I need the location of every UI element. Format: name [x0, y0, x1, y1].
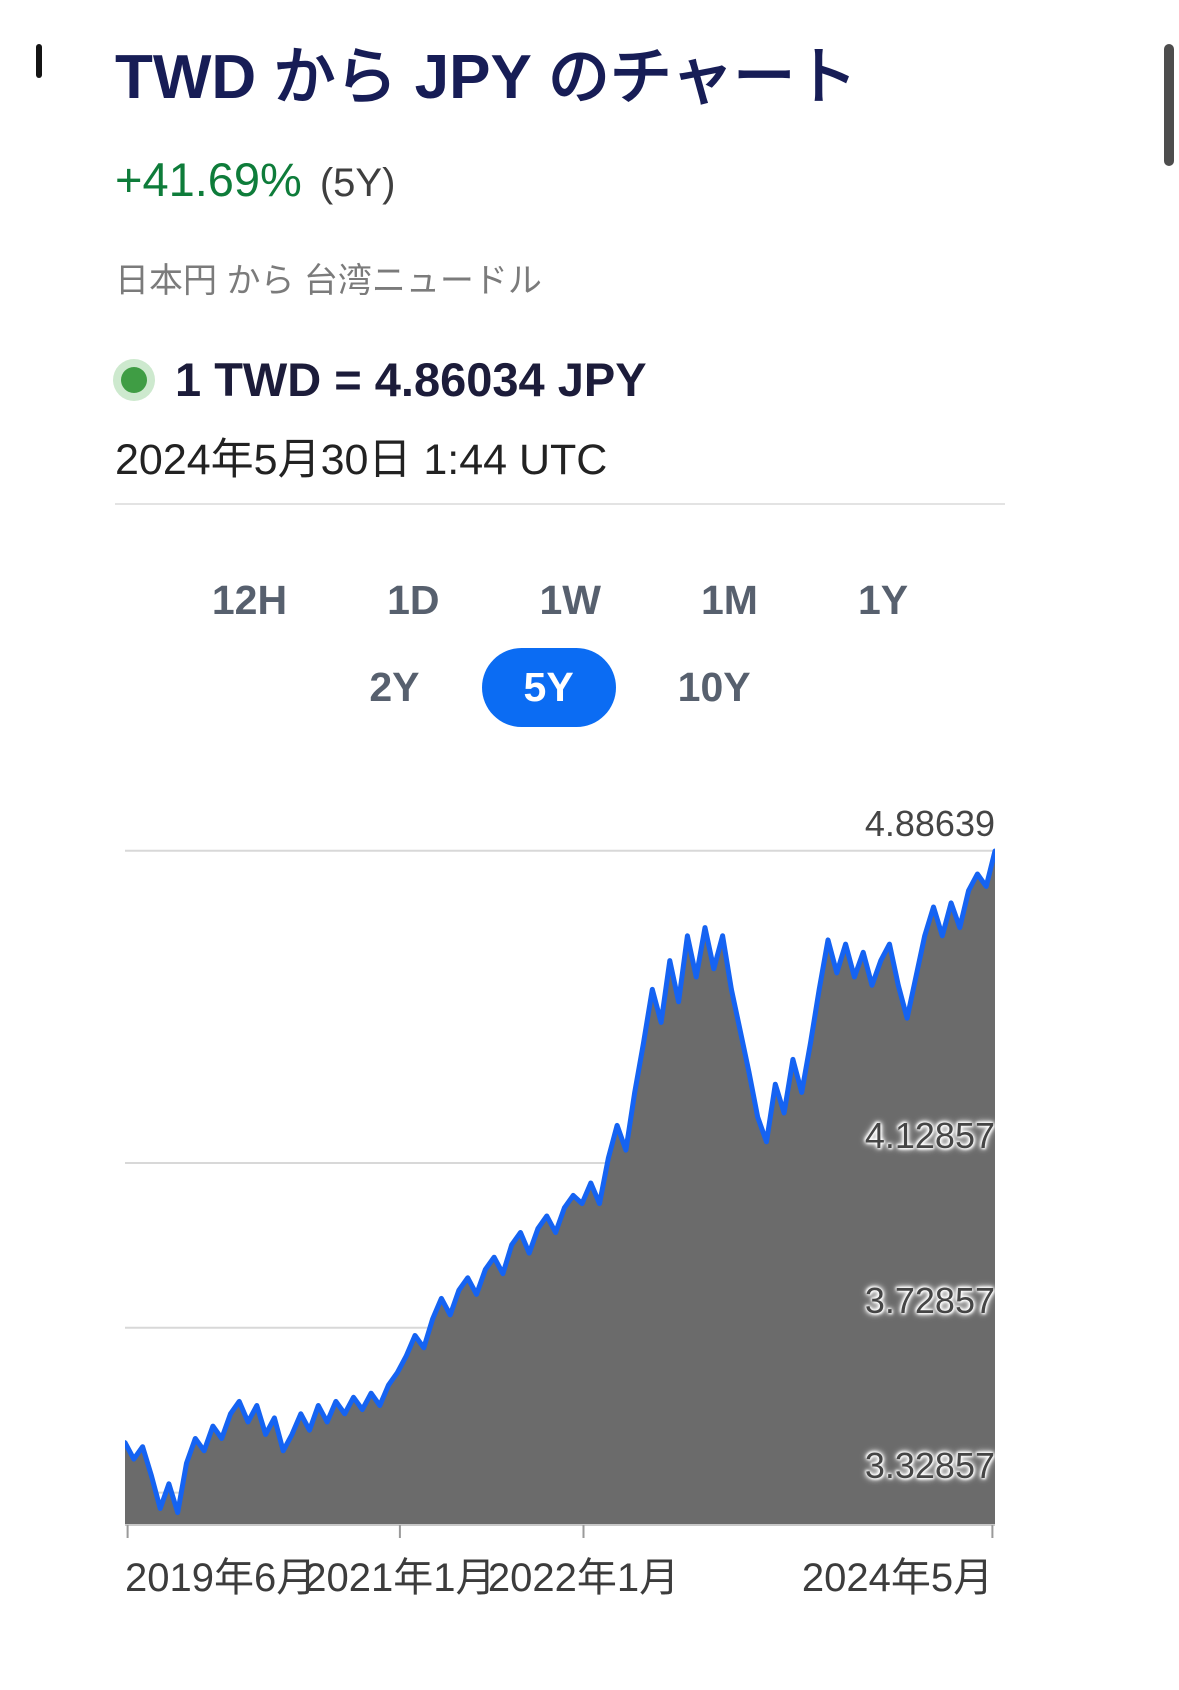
- x-axis: [125, 1524, 995, 1539]
- change-period: (5Y): [319, 161, 396, 206]
- y-axis-label: 3.72857: [864, 1280, 995, 1321]
- left-edge-artifact: [36, 44, 42, 78]
- range-button-12h[interactable]: 12H: [211, 577, 288, 624]
- x-axis-label: 2019年6月: [125, 1556, 317, 1601]
- y-axis-label: 4.88639: [864, 802, 995, 844]
- x-axis-label: 2024年5月: [801, 1556, 994, 1601]
- live-rate-row: 1 TWD = 4.86034 JPY: [115, 352, 1179, 407]
- range-button-1m[interactable]: 1M: [701, 577, 758, 624]
- range-row-1: 12H 1D 1W 1M 1Y: [208, 567, 912, 634]
- current-rate: 1 TWD = 4.86034 JPY: [175, 353, 647, 407]
- x-axis-label: 2022年1月: [487, 1556, 680, 1601]
- rate-chart[interactable]: [125, 825, 995, 1539]
- rate-line: [125, 848, 995, 1516]
- live-indicator-dot-icon: [121, 366, 147, 393]
- range-button-1d[interactable]: 1D: [387, 577, 440, 624]
- range-button-2y[interactable]: 2Y: [369, 664, 420, 711]
- range-button-1y[interactable]: 1Y: [857, 577, 909, 624]
- x-axis-label: 2021年1月: [304, 1556, 496, 1601]
- divider: [115, 503, 1005, 506]
- range-selector: 12H 1D 1W 1M 1Y 2Y 5Y 10Y: [115, 567, 1005, 728]
- x-axis-labels: 2019年6月 2021年1月 2022年1月 2024年5月: [125, 1541, 995, 1611]
- rate-area: [125, 851, 995, 1526]
- range-button-5y[interactable]: 5Y: [481, 648, 616, 728]
- page-title: TWD から JPY のチャート: [115, 43, 858, 112]
- main-content: TWD から JPY のチャート +41.69% (5Y) 日本円 から 台湾ニ…: [0, 43, 1179, 1611]
- range-row-2: 2Y 5Y 10Y: [365, 648, 754, 728]
- change-row: +41.69% (5Y): [115, 152, 1179, 207]
- range-button-10y[interactable]: 10Y: [677, 664, 751, 711]
- y-axis-label: 4.12857: [864, 1115, 995, 1157]
- y-axis-label: 3.32857: [864, 1444, 995, 1486]
- currency-pair-subtitle: 日本円 から 台湾ニュードル: [115, 262, 542, 301]
- rate-chart-container: 4.88639 4.12857 3.72857 3.32857: [125, 781, 995, 1539]
- change-percent: +41.69%: [115, 153, 302, 207]
- range-button-1w[interactable]: 1W: [539, 577, 602, 624]
- rate-timestamp: 2024年5月30日 1:44 UTC: [115, 436, 608, 485]
- scrollbar-thumb[interactable]: [1164, 44, 1174, 166]
